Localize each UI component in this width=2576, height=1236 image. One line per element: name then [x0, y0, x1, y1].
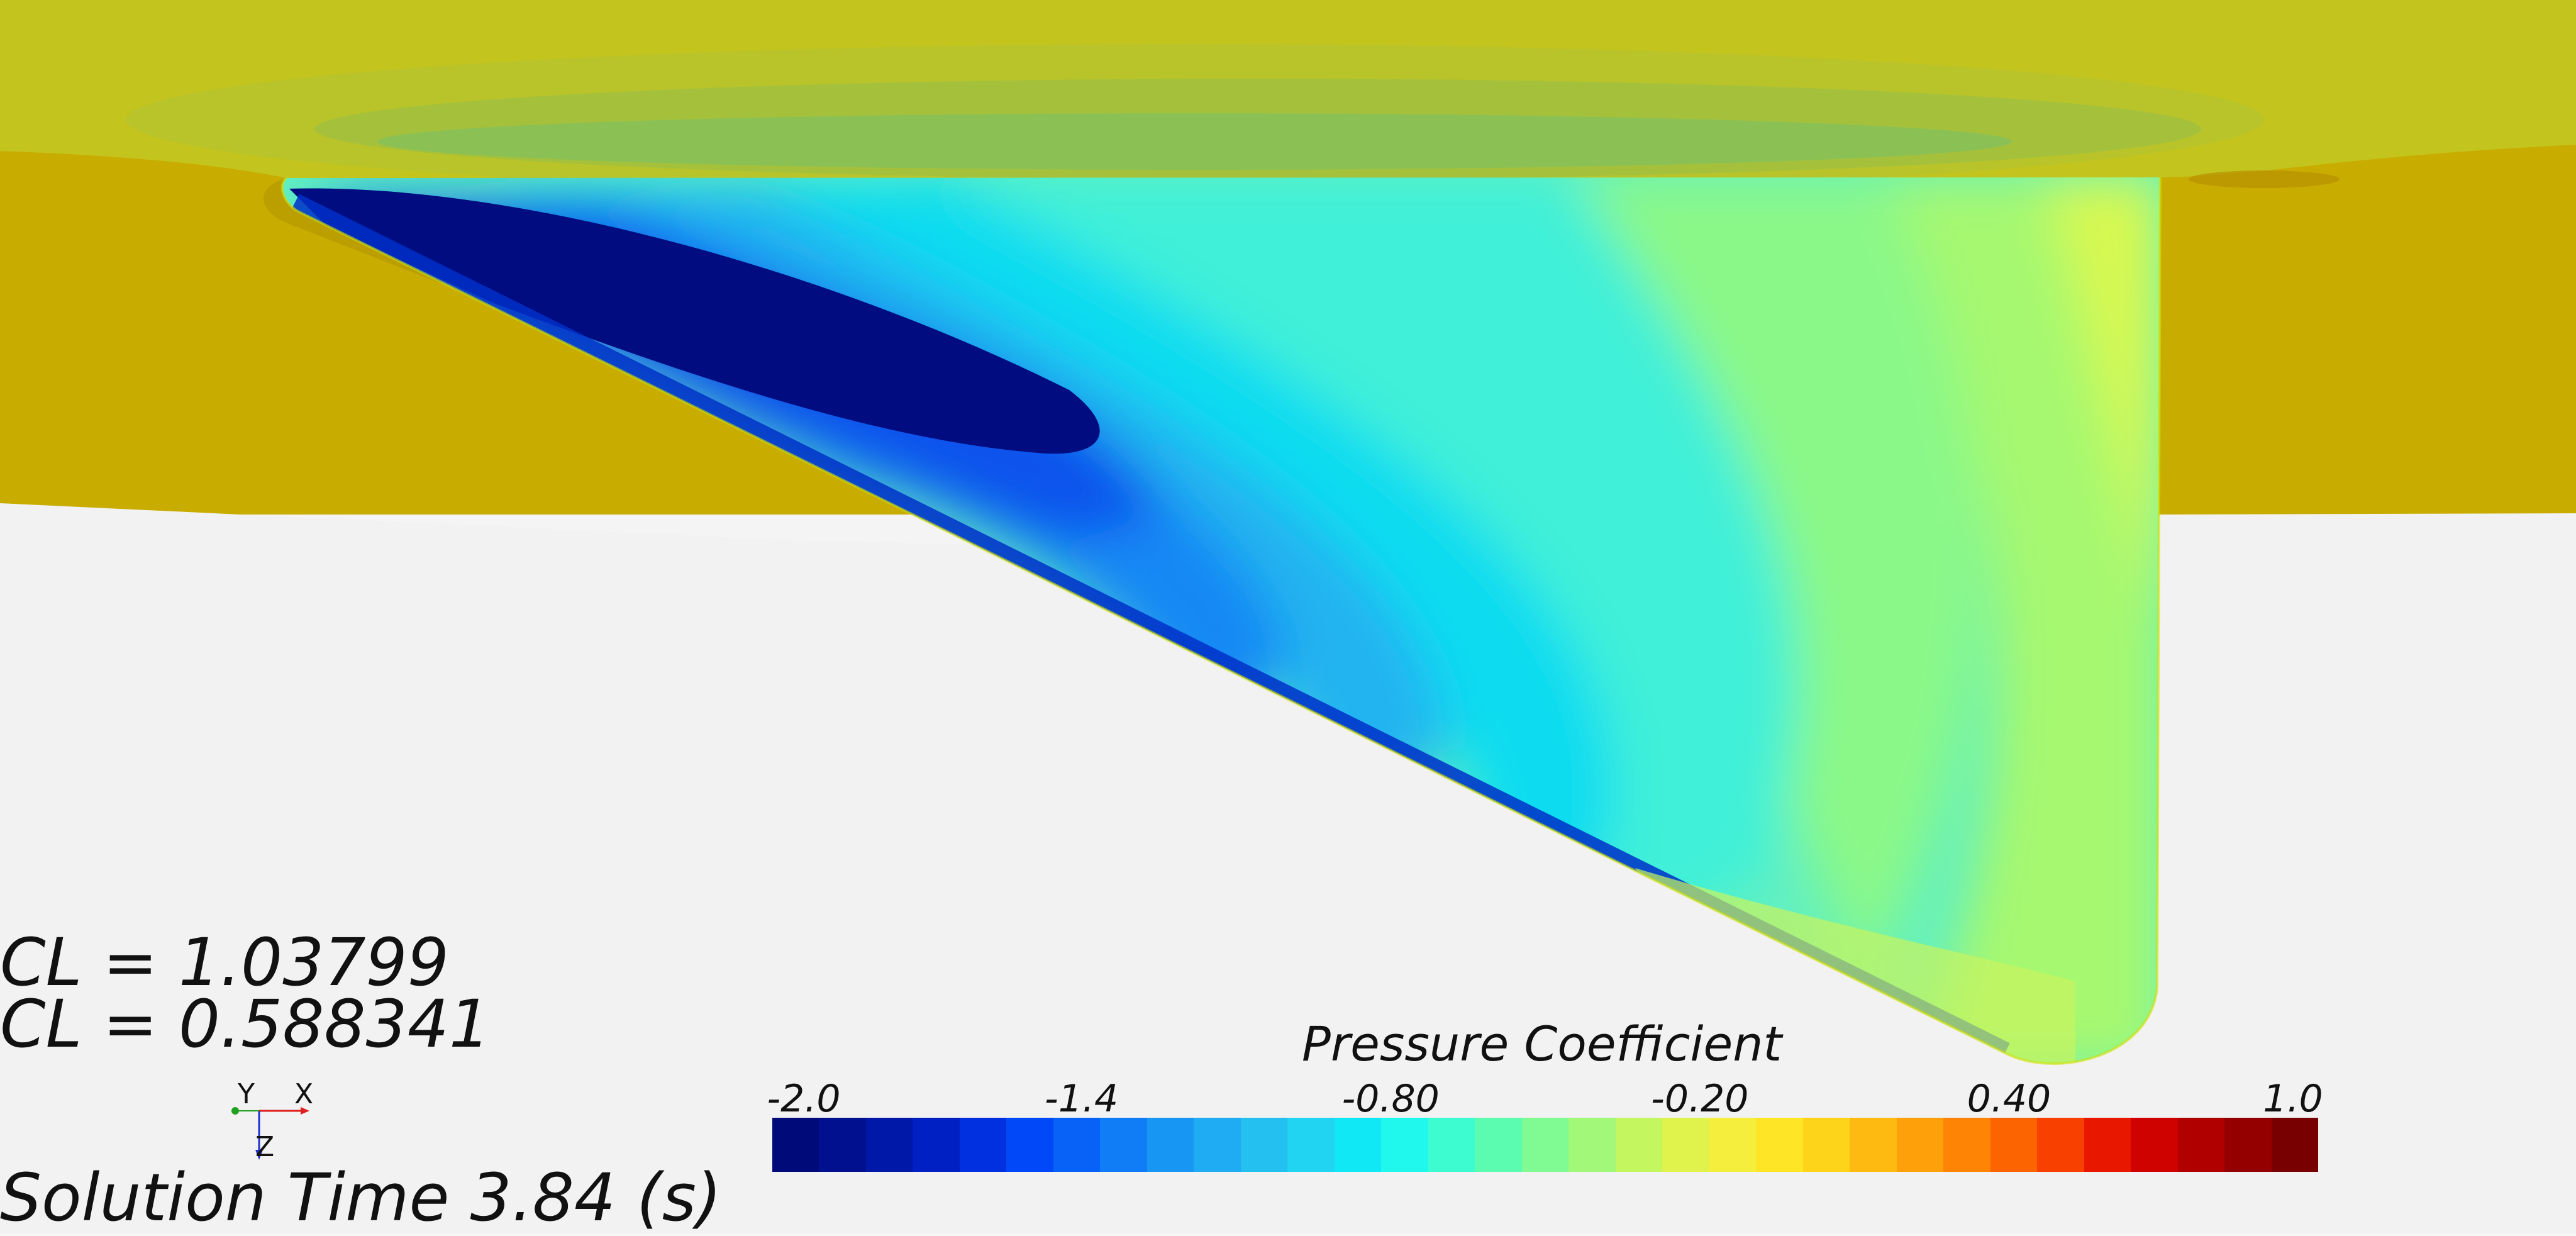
- colorbar-band: [1990, 1118, 2038, 1172]
- colorbar-band: [2224, 1118, 2272, 1172]
- colorbar-band: [2084, 1118, 2131, 1172]
- cl-readout-1: CL = 1.03799: [0, 924, 449, 1001]
- colorbar-band: [1850, 1118, 1897, 1172]
- cl-readout-2: CL = 0.588341: [0, 986, 491, 1062]
- colorbar-band: [2037, 1118, 2084, 1172]
- colorbar-band: [819, 1118, 866, 1172]
- legend-tick-label: -0.80: [1341, 1077, 1440, 1121]
- colorbar-band: [1709, 1118, 1757, 1172]
- colorbar-band: [1053, 1118, 1101, 1172]
- colorbar-band: [1896, 1118, 1944, 1172]
- colorbar-band: [1146, 1118, 1194, 1172]
- colorbar-band: [2271, 1118, 2318, 1172]
- colorbar-band: [772, 1118, 819, 1172]
- colorbar-band: [1756, 1118, 1803, 1172]
- axis-y-label: Y: [237, 1081, 255, 1110]
- axis-z-label: Z: [255, 1131, 274, 1163]
- colorbar-band: [1100, 1118, 1147, 1172]
- colorbar-band: [2177, 1118, 2225, 1172]
- legend-tick-label: -0.20: [1651, 1077, 1749, 1121]
- colorbar-band: [2131, 1118, 2178, 1172]
- colorbar-band: [1381, 1118, 1428, 1172]
- colorbar-band: [1521, 1118, 1569, 1172]
- solution-time-readout: Solution Time 3.84 (s): [0, 1159, 722, 1236]
- legend-tick-label: 1.0: [2263, 1077, 2323, 1121]
- legend-title: Pressure Coefficient: [1302, 1016, 1782, 1072]
- colorbar-band: [1568, 1118, 1616, 1172]
- colorbar-band: [1615, 1118, 1663, 1172]
- colorbar-band: [865, 1118, 913, 1172]
- colorbar-band: [1006, 1118, 1053, 1172]
- colorbar-band: [1662, 1118, 1709, 1172]
- colorbar-band: [959, 1118, 1007, 1172]
- legend-tick-label: 0.40: [1967, 1077, 2051, 1121]
- colorbar-band: [1475, 1118, 1522, 1172]
- axis-triad-icon: Y X Z: [231, 1081, 313, 1163]
- colorbar-band: [1334, 1118, 1382, 1172]
- legend-tick-label: -2.0: [767, 1077, 841, 1121]
- axis-x-label: X: [294, 1081, 313, 1110]
- colorbar-band: [1943, 1118, 1990, 1172]
- legend-tick-label: -1.4: [1045, 1077, 1119, 1121]
- colorbar-band: [913, 1118, 960, 1172]
- colorbar-band: [1240, 1118, 1288, 1172]
- colorbar-band: [1802, 1118, 1850, 1172]
- colorbar: [772, 1118, 2318, 1172]
- colorbar-band: [1287, 1118, 1335, 1172]
- colorbar-band: [1194, 1118, 1241, 1172]
- colorbar-band: [1428, 1118, 1475, 1172]
